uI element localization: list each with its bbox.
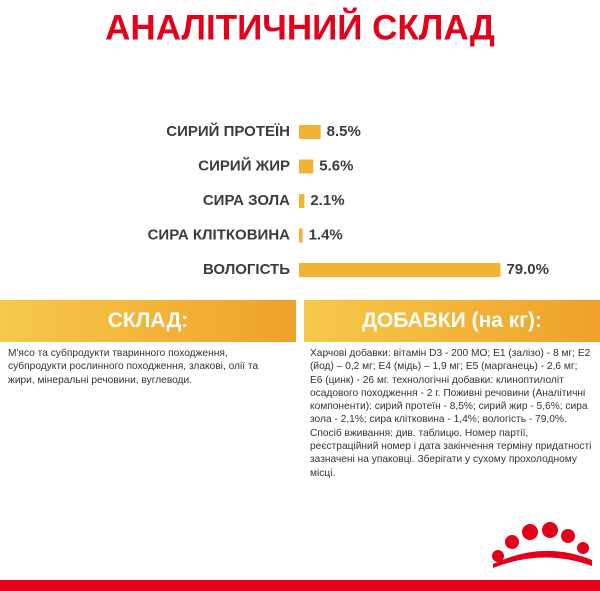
composition-title: СКЛАД: — [0, 300, 296, 342]
composition-text: М'ясо та субпродукти тваринного походжен… — [8, 348, 259, 386]
bar — [299, 228, 303, 243]
category-label: СИРИЙ ЖИР — [198, 156, 290, 174]
additives-text: Харчові добавки: вітамін D3 - 200 МО; E1… — [310, 348, 592, 479]
bar — [299, 159, 314, 174]
category-label: СИРИЙ ПРОТЕЇН — [166, 122, 290, 140]
value-label: 2.1% — [310, 192, 344, 209]
logo — [492, 522, 592, 568]
bar — [299, 263, 501, 277]
chart-title: АНАЛІТИЧНИЙ СКЛАД — [105, 7, 495, 47]
category-label: СИРА ЗОЛА — [203, 192, 290, 209]
chart: АНАЛІТИЧНИЙ СКЛАД СИРИЙ ПРОТЕЇН 8.5% СИРИЙ… — [105, 7, 549, 278]
value-label: 8.5% — [327, 123, 361, 140]
category-label: СИРА КЛІТКОВИНА — [148, 226, 291, 243]
bar — [299, 125, 321, 139]
value-label: 1.4% — [309, 226, 343, 243]
bottom-stripe — [0, 580, 600, 591]
value-label: 79.0% — [506, 261, 549, 278]
additives-title: ДОБАВКИ (на кг): — [304, 300, 600, 342]
value-label: 5.6% — [319, 157, 353, 174]
category-label: ВОЛОГІСТЬ — [203, 261, 290, 278]
bar — [299, 194, 305, 208]
